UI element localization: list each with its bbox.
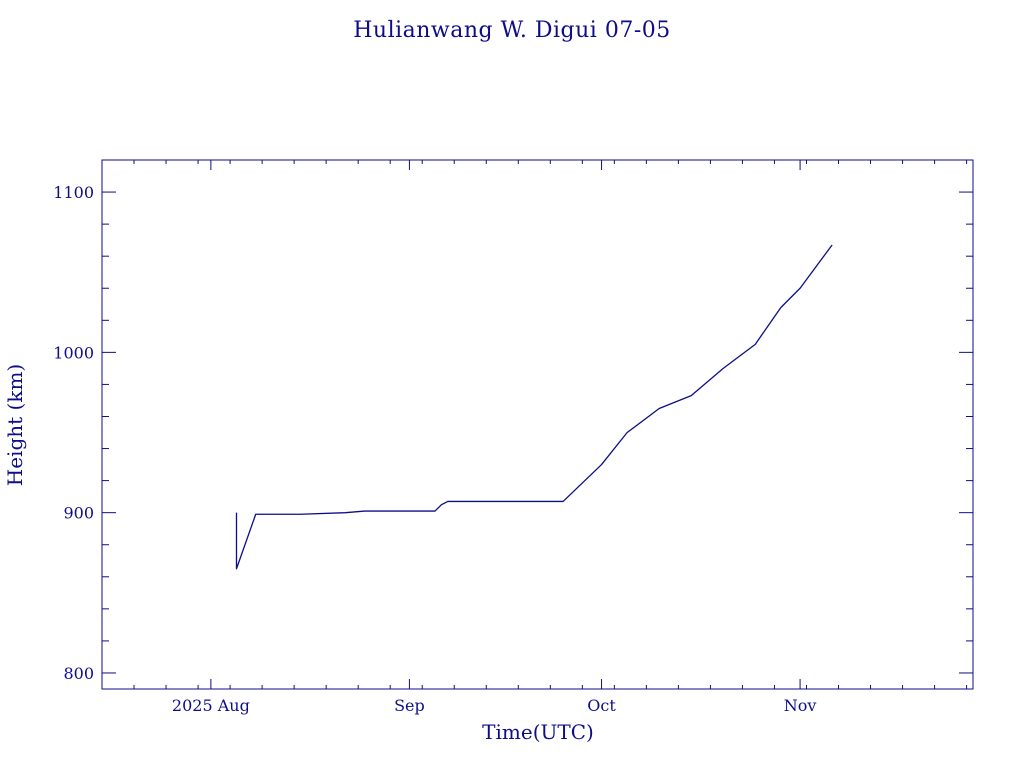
series-line bbox=[235, 244, 833, 570]
x-axis: 2025 Aug Sep Oct Nov bbox=[101, 160, 968, 715]
y-tick-label: 1100 bbox=[53, 183, 94, 202]
x-tick-label: Nov bbox=[784, 696, 817, 715]
plot-frame bbox=[101, 159, 974, 690]
y-tick-label: 1000 bbox=[53, 343, 94, 362]
y-axis-label: Height (km) bbox=[3, 364, 27, 486]
y-axis: 800 900 1000 1100 bbox=[53, 183, 973, 683]
y-tick-label: 800 bbox=[63, 664, 94, 683]
series-group bbox=[235, 244, 833, 570]
x-tick-label: Oct bbox=[587, 696, 616, 715]
chart-title: Hulianwang W. Digui 07-05 bbox=[353, 18, 671, 43]
y-tick-label: 900 bbox=[63, 504, 94, 523]
x-tick-label: Sep bbox=[394, 696, 425, 715]
x-tick-label: 2025 Aug bbox=[172, 696, 250, 715]
x-axis-label: Time(UTC) bbox=[482, 720, 594, 744]
